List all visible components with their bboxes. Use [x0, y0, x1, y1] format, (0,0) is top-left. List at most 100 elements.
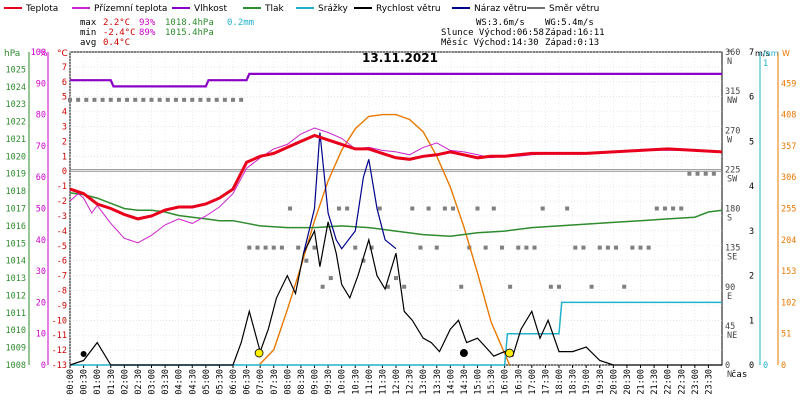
hpa-tick-label: 1017 [6, 205, 26, 215]
temp-tick-label: -9 [57, 301, 67, 311]
wind-direction-point [173, 97, 178, 102]
wind-direction-point [614, 245, 619, 250]
wind-direction-point [711, 171, 716, 176]
dir-tick-label: 315 [725, 87, 740, 97]
stats-label: max [80, 18, 97, 28]
x-tick-label: 01:00 [93, 369, 103, 395]
pct-axis-title: % [39, 49, 48, 59]
hpa-tick-label: 1022 [6, 118, 26, 128]
hpa-tick-label: 1025 [6, 65, 26, 75]
wind-direction-point [84, 97, 89, 102]
wind-direction-point [540, 206, 545, 211]
hpa-tick-label: 1020 [6, 152, 26, 162]
wm2-tick-label: 408 [781, 111, 796, 121]
x-tick-label: 03:00 [148, 369, 158, 395]
wind-direction-point [377, 206, 382, 211]
wind-direction-point [703, 171, 708, 176]
x-tick-label: 18:30 [569, 369, 579, 395]
x-tick-label: 06:00 [229, 369, 239, 395]
wind-direction-point [394, 276, 398, 281]
wm2-tick-label: 357 [781, 142, 796, 152]
x-tick-label: 22:00 [664, 369, 674, 395]
wind-direction-point [418, 245, 423, 250]
wind-direction-point [369, 245, 374, 250]
dir-compass-label: W [727, 135, 733, 145]
series-line-temperature [69, 133, 723, 221]
temp-axis-title: °C [57, 49, 68, 59]
wind-direction-point [149, 97, 154, 102]
legend-label: Tlak [264, 4, 285, 14]
x-tick-label: 13:30 [433, 369, 443, 395]
pct-tick-label: 80 [36, 111, 46, 121]
x-tick-label: 04:00 [175, 369, 185, 395]
pct-tick-label: 10 [36, 330, 46, 340]
wind-direction-point [76, 97, 81, 102]
temp-tick-label: -11 [52, 331, 67, 341]
stats-label: avg [80, 38, 96, 48]
stats-pressure: 1015.4hPa [165, 28, 214, 38]
dir-compass-label: NW [727, 96, 738, 106]
temp-tick-label: 2 [62, 137, 67, 147]
wm2-tick-label: 255 [781, 205, 796, 215]
pct-tick-label: 90 [36, 79, 46, 89]
dir-axis-title: ° [727, 49, 732, 59]
dir-compass-label: S [727, 214, 732, 224]
dir-tick-label: 270 [725, 126, 740, 136]
wind-direction-point [165, 97, 170, 102]
stats-humidity: 89% [139, 28, 156, 38]
dir-tick-label: 0 [725, 361, 730, 371]
x-tick-label: 11:30 [378, 369, 388, 395]
dir-tick-label: 225 [725, 165, 740, 175]
wind-direction-point [516, 245, 521, 250]
wm2-axis-title: W [782, 49, 790, 58]
x-tick-label: 12:00 [392, 369, 402, 395]
x-tick-label: 08:00 [283, 369, 293, 395]
hpa-tick-label: 1021 [6, 135, 26, 145]
dir-compass-label: NE [727, 331, 737, 341]
x-tick-label: 14:30 [460, 369, 470, 395]
wind-direction-point [548, 284, 553, 289]
wind-direction-point [92, 97, 97, 102]
wind-direction-point [402, 284, 407, 289]
wind-direction-point [271, 245, 276, 250]
x-tick-label: 19:00 [582, 369, 592, 395]
x-tick-label: 23:00 [691, 369, 701, 395]
dir-tick-label: 90 [725, 283, 735, 293]
x-tick-label: 07:30 [270, 369, 280, 395]
wind-direction-point [646, 245, 651, 250]
hpa-tick-label: 1010 [6, 326, 26, 336]
dir-compass-label: N [727, 57, 732, 67]
hpa-tick-label: 1024 [6, 83, 26, 93]
x-tick-label: 12:30 [406, 369, 416, 395]
hpa-tick-label: 1018 [6, 187, 26, 197]
moon-rise-text: Měsíc Východ:14:30 [441, 38, 539, 48]
temp-tick-label: -13 [52, 361, 67, 371]
event-marker [80, 351, 87, 358]
wind-direction-point [524, 245, 529, 250]
temp-tick-label: -10 [52, 316, 67, 326]
stats-temp: -2.4°C [103, 28, 136, 38]
wind-direction-point [157, 97, 162, 102]
wind-direction-point [679, 206, 684, 211]
x-axis-label: čas [731, 369, 747, 380]
x-tick-label: 15:30 [487, 369, 497, 395]
stats-label: min [80, 28, 96, 38]
wind-direction-point [328, 276, 333, 281]
x-tick-label: 00:30 [80, 369, 90, 395]
hpa-tick-label: 1016 [6, 222, 26, 232]
wind-direction-point [312, 245, 317, 250]
wind-direction-point [222, 97, 227, 102]
x-tick-label: 14:00 [446, 369, 456, 395]
temp-tick-label: -1 [57, 182, 67, 192]
wind-direction-point [687, 171, 692, 176]
wind-direction-point [589, 284, 594, 289]
moon-set-text: Západ:0:13 [545, 38, 599, 48]
wind-direction-point [491, 206, 496, 211]
dir-compass-label: SW [727, 174, 738, 184]
wind-direction-point [662, 206, 667, 211]
temp-tick-label: -8 [57, 286, 67, 296]
wind-direction-point [499, 245, 504, 250]
pct-tick-label: 70 [36, 142, 46, 152]
series-line-wind-speed [69, 221, 722, 366]
x-tick-label: 07:00 [256, 369, 266, 395]
